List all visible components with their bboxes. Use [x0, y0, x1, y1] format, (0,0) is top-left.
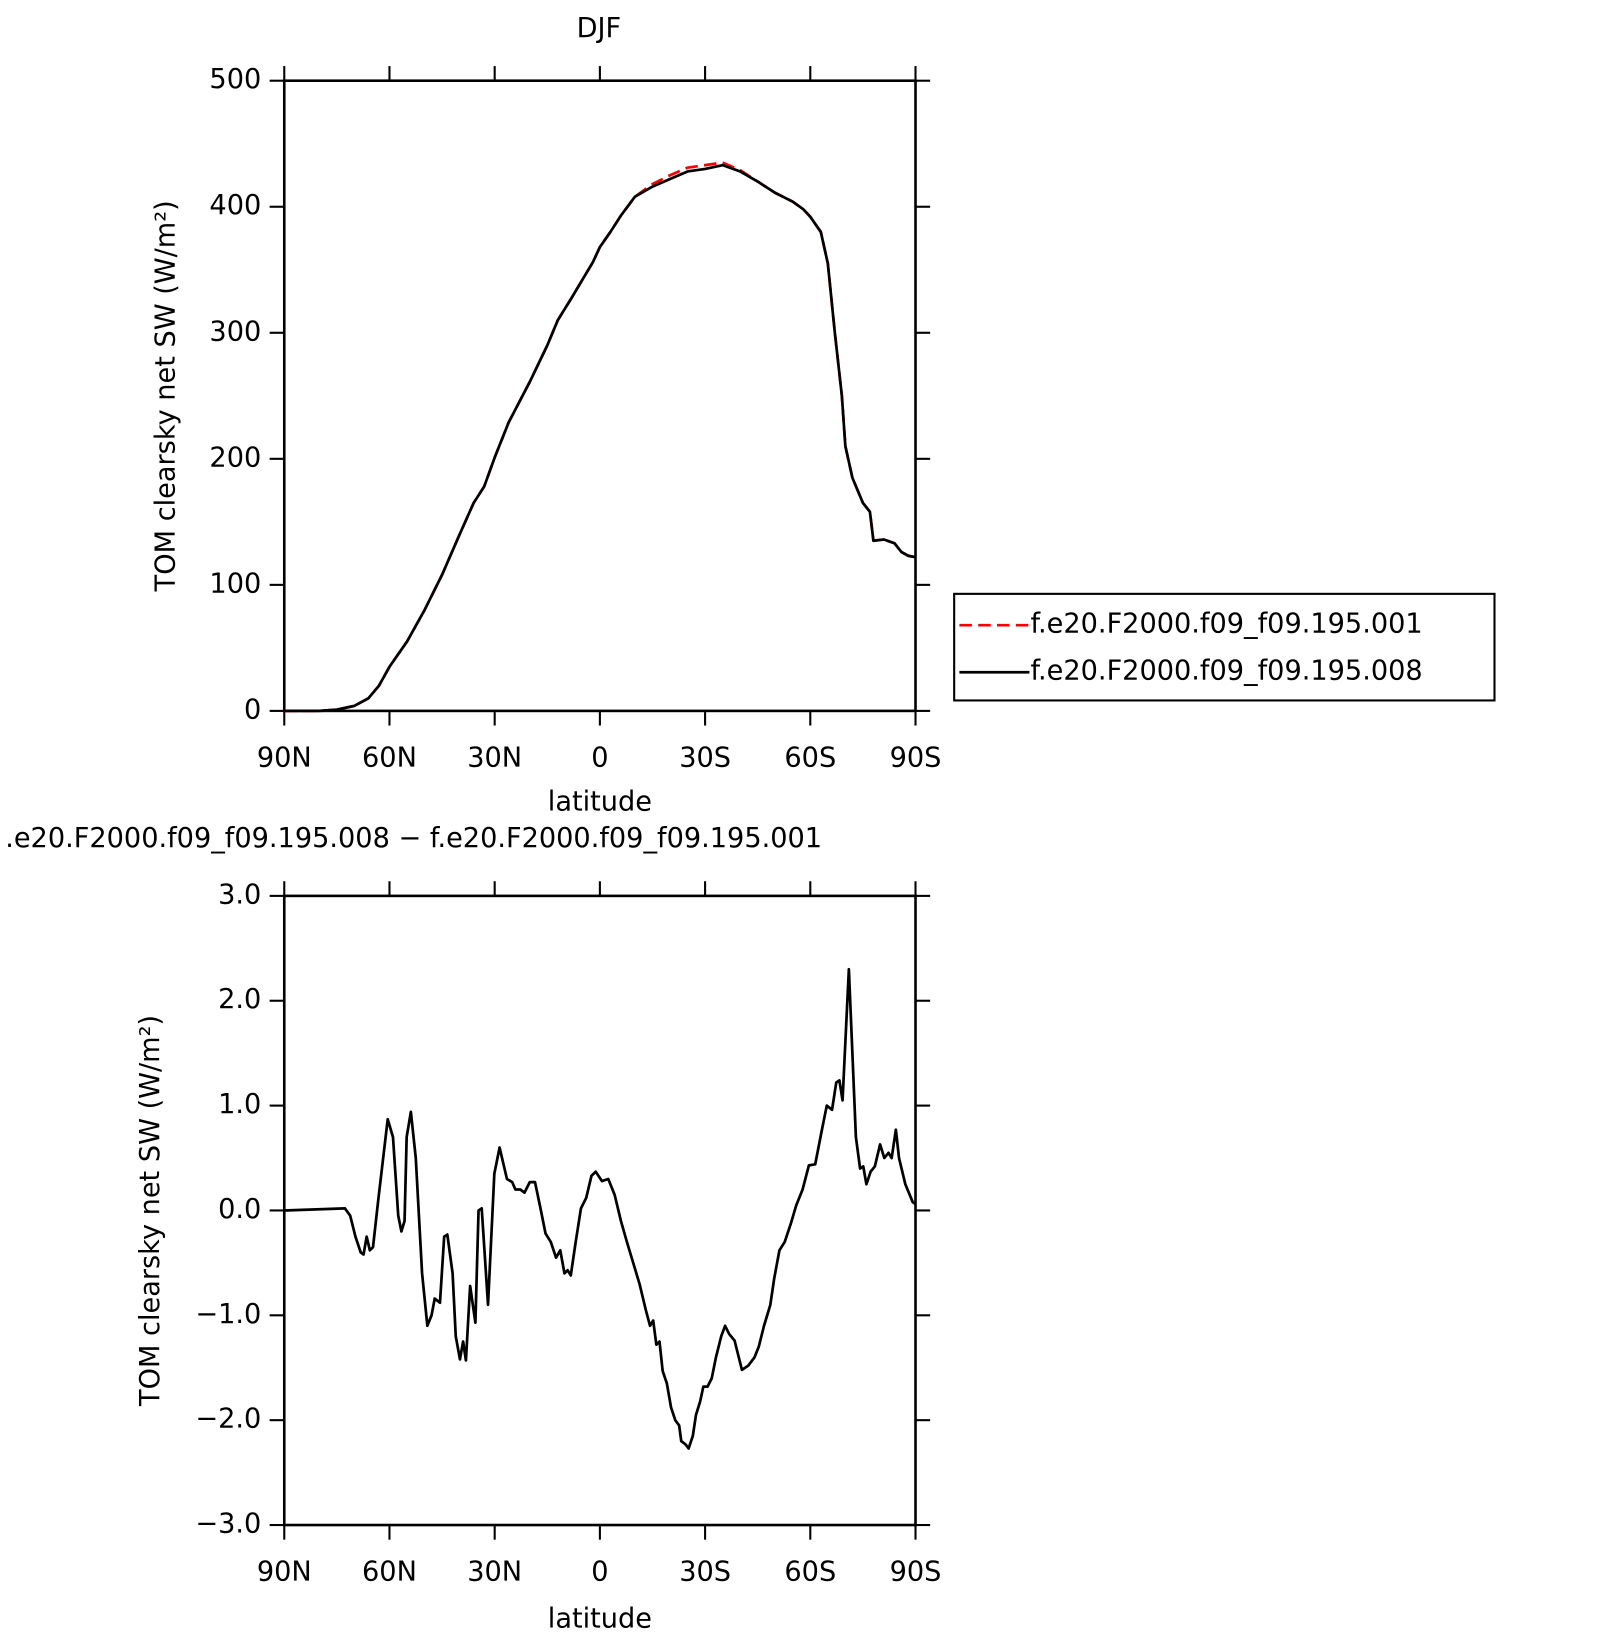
y-tick-label: −2.0: [195, 1404, 261, 1435]
x-tick-label: 90N: [257, 742, 312, 773]
y-tick-label: 200: [209, 442, 261, 473]
x-tick-label: 60N: [362, 742, 417, 773]
y-tick-label: 0: [244, 694, 261, 725]
chart-title: DJF: [577, 13, 622, 44]
x-tick-label: 0: [591, 742, 608, 773]
x-tick-label: 90S: [890, 1557, 942, 1588]
x-tick-label: 30S: [679, 742, 731, 773]
plot-frame: [282, 894, 917, 1527]
x-tick-label: 90N: [257, 1557, 312, 1588]
chart-title: .e20.F2000.f09_f09.195.008 − f.e20.F2000…: [5, 823, 822, 854]
legend-box: [953, 592, 1496, 702]
y-axis-label: TOM clearsky net SW (W/m²): [135, 1015, 166, 1407]
y-axis-label: TOM clearsky net SW (W/m²): [151, 200, 182, 592]
x-axis-label: latitude: [548, 786, 652, 817]
y-tick-label: 2.0: [218, 984, 261, 1015]
y-tick-label: 1.0: [218, 1089, 261, 1120]
x-axis-label: latitude: [548, 1604, 652, 1635]
y-tick-label: −1.0: [195, 1299, 261, 1330]
data-line: [284, 967, 917, 1450]
x-tick-label: 0: [591, 1557, 608, 1588]
plot-frame: [282, 79, 917, 713]
y-tick-label: 100: [209, 568, 261, 599]
x-tick-label: 30N: [467, 1557, 522, 1588]
y-tick-label: 3.0: [218, 879, 261, 910]
y-tick-label: 0.0: [218, 1194, 261, 1225]
y-tick-label: −3.0: [195, 1509, 261, 1540]
legend-label: f.e20.F2000.f09_f09.195.001: [1030, 609, 1422, 640]
y-tick-label: 500: [209, 64, 261, 95]
data-line: [284, 163, 916, 713]
x-tick-label: 30N: [467, 742, 522, 773]
x-tick-label: 60S: [784, 742, 836, 773]
x-tick-label: 60S: [784, 1557, 836, 1588]
x-tick-label: 60N: [362, 1557, 417, 1588]
x-tick-label: 90S: [890, 742, 942, 773]
legend-label: f.e20.F2000.f09_f09.195.008: [1030, 656, 1422, 687]
y-tick-label: 400: [209, 190, 261, 221]
y-tick-label: 300: [209, 316, 261, 347]
x-tick-label: 30S: [679, 1557, 731, 1588]
